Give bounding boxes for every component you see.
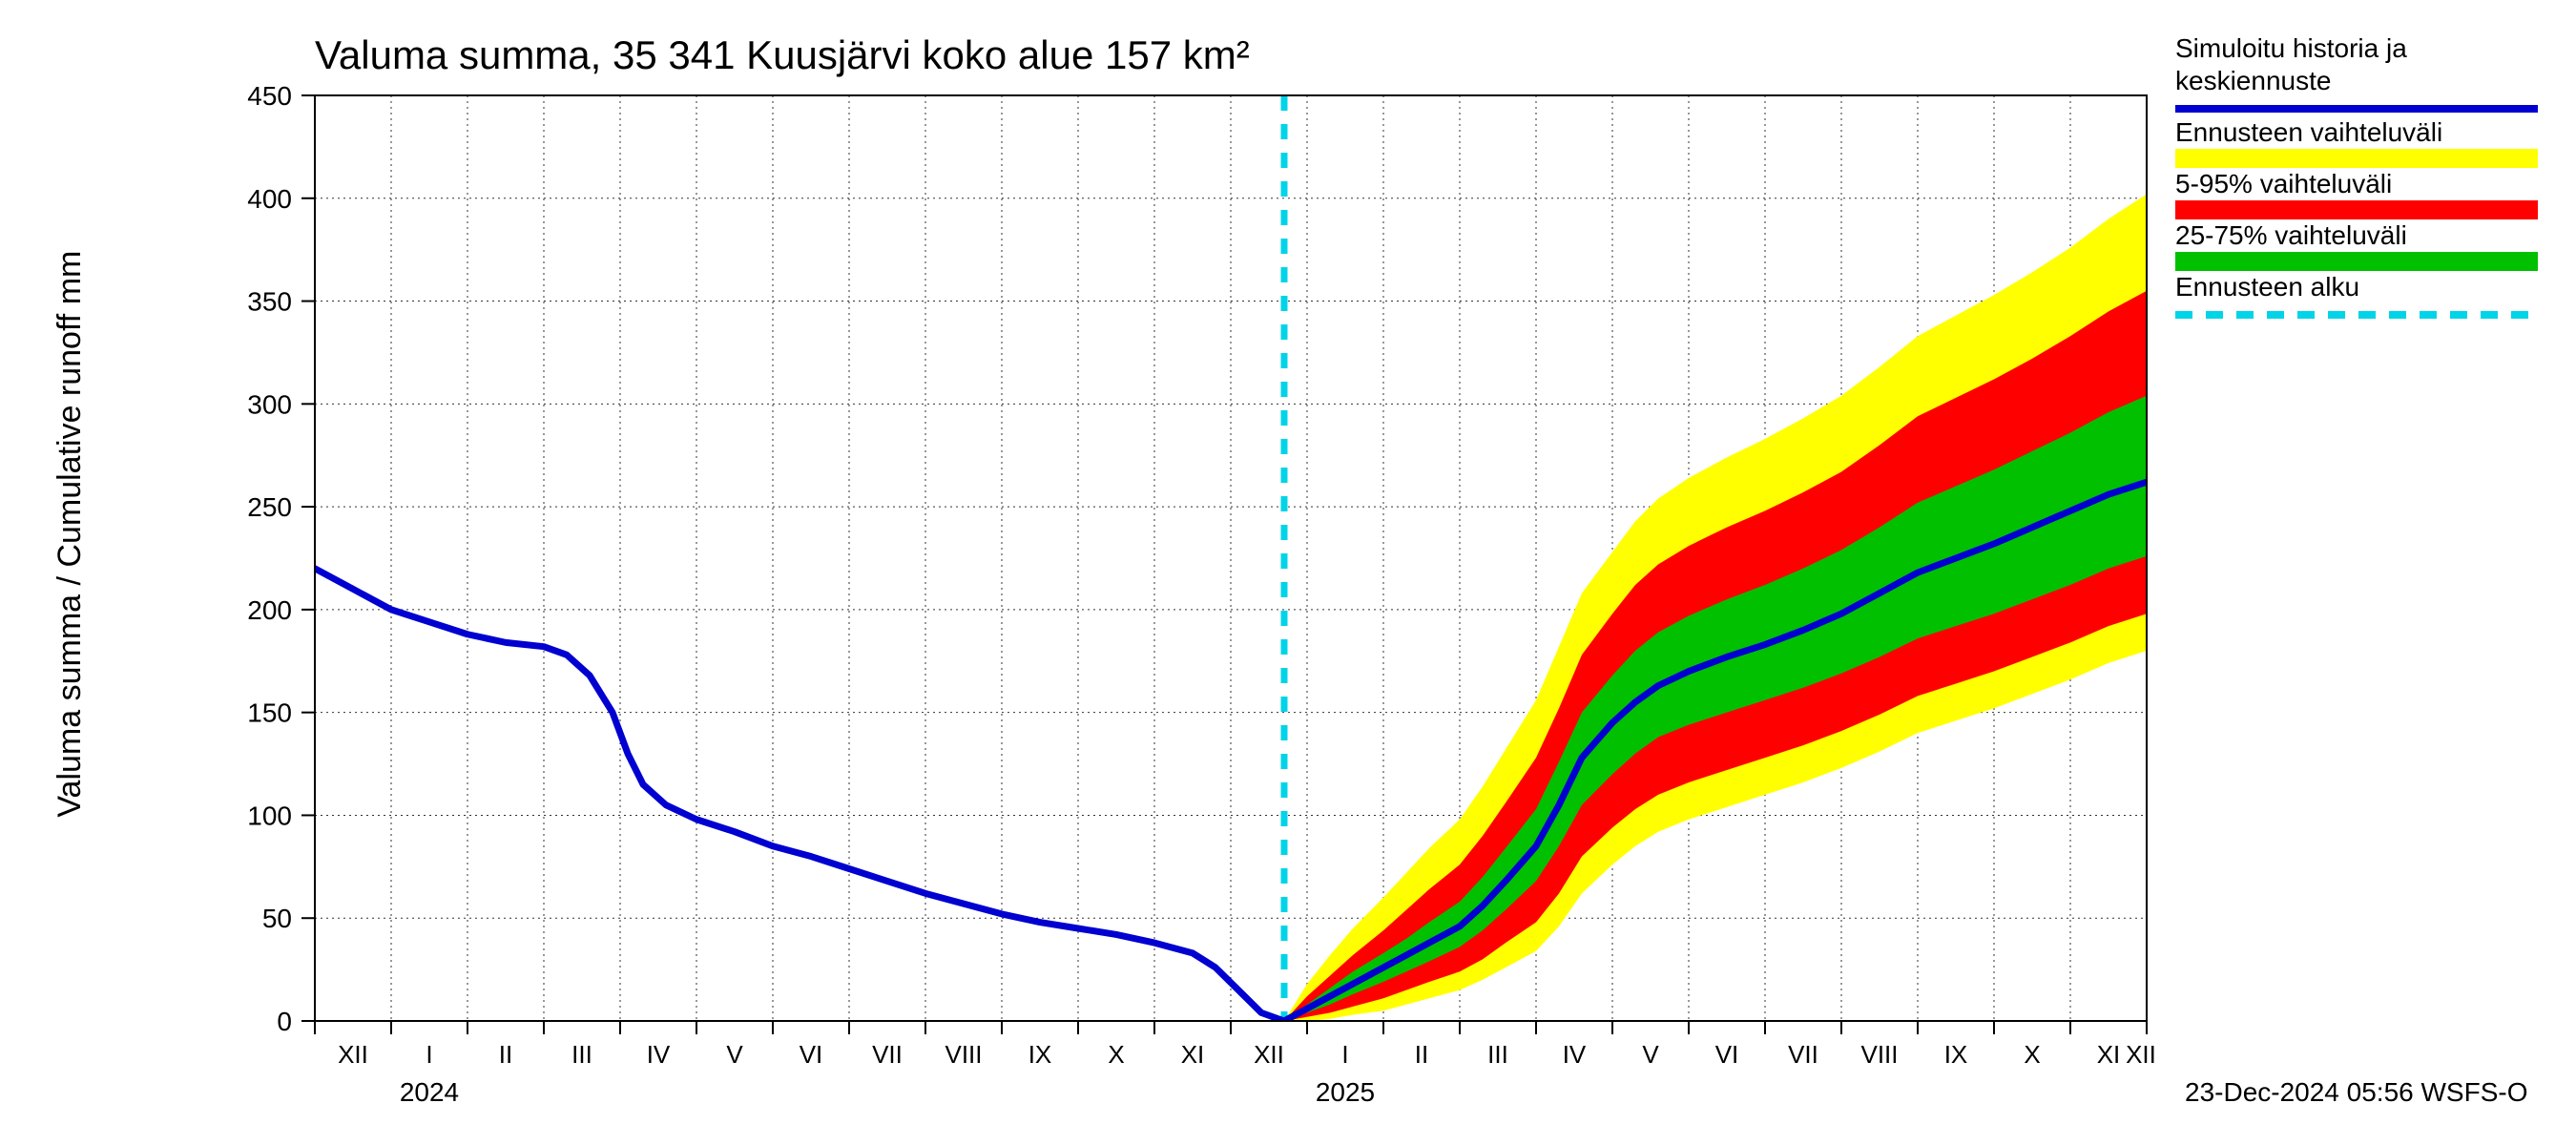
- x-axis: XIIIIIIIIIVVVIVIIVIIIIXXXIXIIIIIIIIIVVVI…: [315, 1021, 2156, 1069]
- legend: Simuloitu historia ja keskiennuste Ennuste…: [2175, 33, 2538, 315]
- legend-label: Simuloitu historia ja: [2175, 33, 2407, 63]
- x-tick-label: III: [1487, 1040, 1508, 1069]
- legend-label: 25-75% vaihteluväli: [2175, 220, 2407, 250]
- chart-container: 050100150200250300350400450XIIIIIIIIIVVV…: [0, 0, 2576, 1145]
- runoff-chart: 050100150200250300350400450XIIIIIIIIIVVV…: [0, 0, 2576, 1145]
- legend-label: 5-95% vaihteluväli: [2175, 169, 2392, 198]
- y-tick-label: 200: [247, 595, 292, 625]
- x-tick-label: II: [499, 1040, 512, 1069]
- legend-label: Ennusteen vaihteluväli: [2175, 117, 2442, 147]
- x-tick-label: II: [1415, 1040, 1428, 1069]
- chart-title: Valuma summa, 35 341 Kuusjärvi koko alue…: [315, 32, 1250, 77]
- legend-swatch: [2175, 149, 2538, 168]
- x-year-label: 2024: [400, 1077, 459, 1107]
- y-tick-label: 100: [247, 801, 292, 830]
- x-tick-label: I: [426, 1040, 432, 1069]
- x-tick-label: V: [726, 1040, 743, 1069]
- chart-footer: 23-Dec-2024 05:56 WSFS-O: [2185, 1077, 2528, 1107]
- x-tick-label: I: [1341, 1040, 1348, 1069]
- x-tick-label: IV: [647, 1040, 671, 1069]
- x-tick-label: VII: [872, 1040, 903, 1069]
- uncertainty-bands: [1284, 194, 2147, 1021]
- x-tick-label: VI: [800, 1040, 823, 1069]
- x-tick-label: XII: [1254, 1040, 1284, 1069]
- x-tick-label: X: [1108, 1040, 1124, 1069]
- y-axis: 0 50 100 150 200 250 300 350 400 450: [247, 81, 315, 1036]
- y-tick-label: 250: [247, 492, 292, 522]
- legend-label: keskiennuste: [2175, 66, 2331, 95]
- x-tick-label: VIII: [945, 1040, 982, 1069]
- y-tick-label: 300: [247, 389, 292, 419]
- y-tick-label: 0: [277, 1007, 292, 1036]
- x-tick-label: X: [2024, 1040, 2040, 1069]
- x-tick-label: III: [571, 1040, 592, 1069]
- y-tick-label: 450: [247, 81, 292, 111]
- x-tick-label: VIII: [1860, 1040, 1898, 1069]
- x-tick-label: IX: [1028, 1040, 1052, 1069]
- x-tick-label: V: [1642, 1040, 1659, 1069]
- y-tick-label: 150: [247, 698, 292, 728]
- x-tick-label: VII: [1788, 1040, 1818, 1069]
- y-axis-title: Valuma summa / Cumulative runoff mm: [52, 251, 88, 818]
- legend-swatch: [2175, 200, 2538, 219]
- x-year-label: 2025: [1316, 1077, 1375, 1107]
- y-tick-label: 400: [247, 184, 292, 214]
- x-tick-label: IV: [1563, 1040, 1587, 1069]
- y-tick-label: 50: [262, 904, 292, 933]
- x-tick-label: VI: [1715, 1040, 1739, 1069]
- y-tick-label: 350: [247, 287, 292, 317]
- legend-swatch: [2175, 252, 2538, 271]
- legend-label: Ennusteen alku: [2175, 272, 2359, 302]
- x-tick-label: IX: [1944, 1040, 1968, 1069]
- x-tick-label: XII: [338, 1040, 368, 1069]
- x-tick-label: XI: [1181, 1040, 1205, 1069]
- x-tick-label: XII: [2126, 1040, 2156, 1069]
- x-tick-label: XI: [2097, 1040, 2121, 1069]
